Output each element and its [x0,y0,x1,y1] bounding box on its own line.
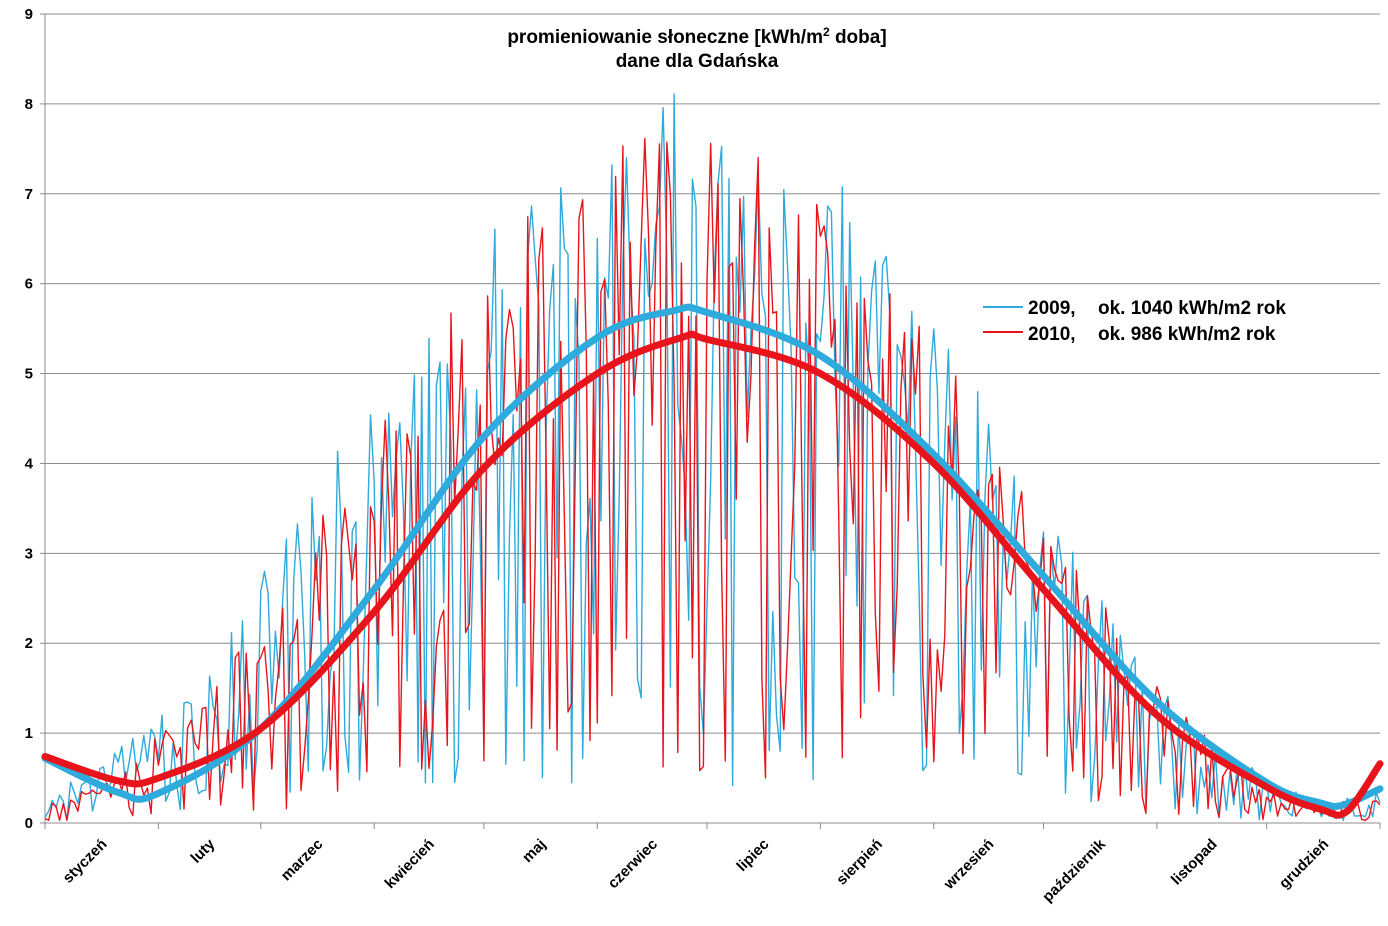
x-tick-label: lipiec [733,836,772,875]
y-tick-label: 6 [25,276,33,293]
chart-title-line1: promieniowanie słoneczne [kWh/m2 doba] [507,25,886,48]
x-tick-labels: styczeń luty marzec kwiecień maj czerwiec lipi… [60,835,1333,905]
y-tick-label: 0 [25,815,33,832]
x-tick-label: grudzień [1276,836,1332,892]
legend-year-2010: 2010, [1028,324,1076,345]
x-tick-label: październik [1039,835,1109,905]
y-tick-label: 8 [25,96,33,113]
x-tick-label: maj [519,836,549,866]
axes [44,14,1381,829]
series-trend-2010-trend [41,330,1384,819]
x-tick-label: marzec [278,836,327,885]
x-tick-label: wrzesień [940,836,998,894]
chart-title-line2: dane dla Gdańska [616,51,779,72]
x-tick-label: czerwiec [605,836,661,892]
series-line-2010 [44,137,1381,821]
gridlines [40,13,1380,824]
x-tick-label: luty [188,835,219,866]
y-tick-labels: 0 1 2 3 4 5 6 7 8 9 [25,6,34,832]
y-tick-label: 2 [25,635,33,652]
x-tick-label: sierpień [833,836,886,889]
x-tick-label: styczeń [60,836,111,887]
legend-label-2009: ok. 1040 kWh/m2 rok [1098,298,1286,319]
series [41,93,1384,821]
legend-year-2009: 2009, [1028,298,1076,319]
y-tick-label: 5 [25,366,33,383]
y-tick-label: 3 [25,545,33,562]
y-tick-label: 4 [25,455,34,472]
y-tick-label: 9 [25,6,33,23]
legend-label-2010: ok. 986 kWh/m2 rok [1098,324,1276,345]
y-tick-label: 7 [25,186,33,203]
legend: 2009, ok. 1040 kWh/m2 rok 2010, ok. 986 … [983,298,1286,345]
y-tick-label: 1 [25,725,33,742]
x-tick-label: kwiecień [382,836,438,892]
x-tick-label: listopad [1168,836,1221,889]
